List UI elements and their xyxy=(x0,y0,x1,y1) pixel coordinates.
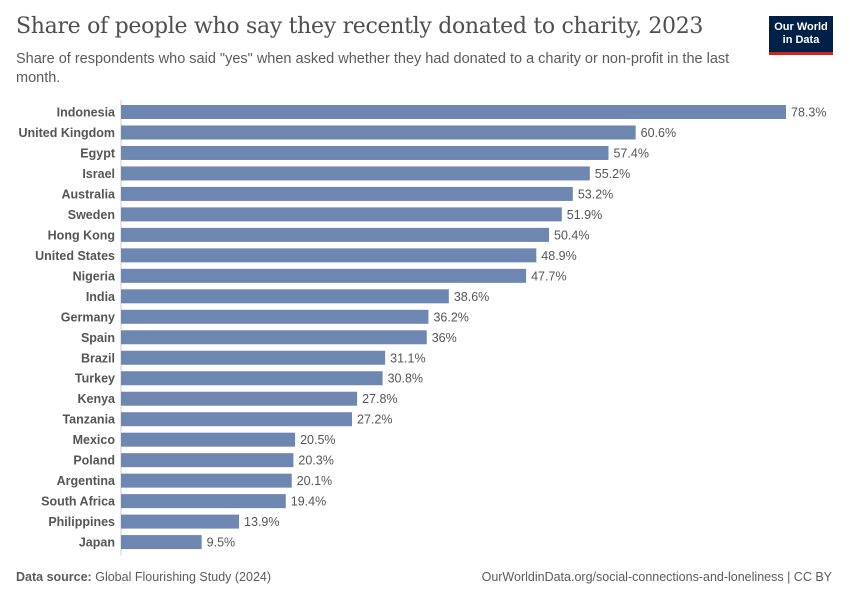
category-label: Philippines xyxy=(48,515,115,529)
value-label: 50.4% xyxy=(554,228,589,242)
bar-mexico[interactable] xyxy=(121,432,296,447)
value-label: 27.8% xyxy=(362,392,397,406)
bar-india[interactable] xyxy=(121,289,449,304)
category-label: India xyxy=(86,290,116,304)
bar-egypt[interactable] xyxy=(121,145,609,160)
category-label: Kenya xyxy=(77,392,116,406)
category-label: Nigeria xyxy=(73,269,116,283)
bar-philippines[interactable] xyxy=(121,514,240,529)
logo-line-1: Our World xyxy=(774,21,828,33)
data-source: Data source: Global Flourishing Study (2… xyxy=(16,570,271,584)
value-label: 53.2% xyxy=(578,187,613,201)
bar-kenya[interactable] xyxy=(121,391,358,406)
footer-link[interactable]: OurWorldinData.org/social-connections-an… xyxy=(481,570,832,584)
category-label: Australia xyxy=(62,187,117,201)
category-label: Indonesia xyxy=(57,106,116,120)
category-label: Germany xyxy=(61,310,115,324)
value-label: 20.5% xyxy=(300,433,335,447)
category-label: Spain xyxy=(81,331,115,345)
category-label: Japan xyxy=(79,536,115,550)
category-label: United Kingdom xyxy=(18,126,115,140)
bar-united-states[interactable] xyxy=(121,248,537,263)
chart-title: Share of people who say they recently do… xyxy=(16,14,704,39)
value-label: 47.7% xyxy=(531,269,566,283)
chart-subtitle: Share of respondents who said "yes" when… xyxy=(16,51,730,86)
bar-argentina[interactable] xyxy=(121,473,292,488)
bar-japan[interactable] xyxy=(121,535,202,550)
value-label: 30.8% xyxy=(388,372,423,386)
value-label: 9.5% xyxy=(207,536,236,550)
bar-hong-kong[interactable] xyxy=(121,227,550,242)
value-label: 13.9% xyxy=(244,515,279,529)
category-label: Hong Kong xyxy=(48,228,115,242)
value-label: 36.2% xyxy=(433,310,468,324)
value-label: 36% xyxy=(432,331,457,345)
value-label: 57.4% xyxy=(613,146,648,160)
category-label: Sweden xyxy=(68,208,115,222)
category-label: Israel xyxy=(82,167,115,181)
category-label: Argentina xyxy=(57,474,116,488)
value-label: 51.9% xyxy=(567,208,602,222)
value-label: 55.2% xyxy=(595,167,630,181)
value-label: 48.9% xyxy=(541,249,576,263)
source-label: Data source: xyxy=(16,570,92,584)
bar-turkey[interactable] xyxy=(121,371,383,386)
bar-nigeria[interactable] xyxy=(121,268,527,283)
category-label: South Africa xyxy=(41,495,116,509)
category-label: Egypt xyxy=(80,146,116,160)
value-label: 38.6% xyxy=(454,290,489,304)
category-label: Poland xyxy=(73,454,115,468)
bar-brazil[interactable] xyxy=(121,350,386,365)
owid-logo[interactable]: Our World in Data xyxy=(769,16,833,55)
value-label: 20.1% xyxy=(297,474,332,488)
bar-sweden[interactable] xyxy=(121,207,562,222)
bar-australia[interactable] xyxy=(121,186,573,201)
bar-spain[interactable] xyxy=(121,330,427,345)
category-label: United States xyxy=(35,249,115,263)
bar-poland[interactable] xyxy=(121,453,294,468)
bar-south-africa[interactable] xyxy=(121,494,286,509)
category-label: Tanzania xyxy=(62,413,116,427)
value-label: 60.6% xyxy=(641,126,676,140)
bar-united-kingdom[interactable] xyxy=(121,125,636,140)
bar-germany[interactable] xyxy=(121,309,429,324)
value-label: 78.3% xyxy=(791,106,826,120)
logo-line-2: in Data xyxy=(782,34,820,46)
bar-tanzania[interactable] xyxy=(121,412,353,427)
category-label: Brazil xyxy=(81,351,115,365)
value-label: 20.3% xyxy=(298,454,333,468)
source-text[interactable]: Global Flourishing Study (2024) xyxy=(95,570,272,584)
value-label: 31.1% xyxy=(390,351,425,365)
bar-israel[interactable] xyxy=(121,166,590,181)
value-label: 19.4% xyxy=(291,495,326,509)
category-label: Mexico xyxy=(73,433,116,447)
bar-chart: Indonesia 78.3% United Kingdom 60.6% Egypt 57… xyxy=(18,100,826,556)
bar-indonesia[interactable] xyxy=(121,105,786,119)
category-label: Turkey xyxy=(75,372,115,386)
value-label: 27.2% xyxy=(357,413,392,427)
